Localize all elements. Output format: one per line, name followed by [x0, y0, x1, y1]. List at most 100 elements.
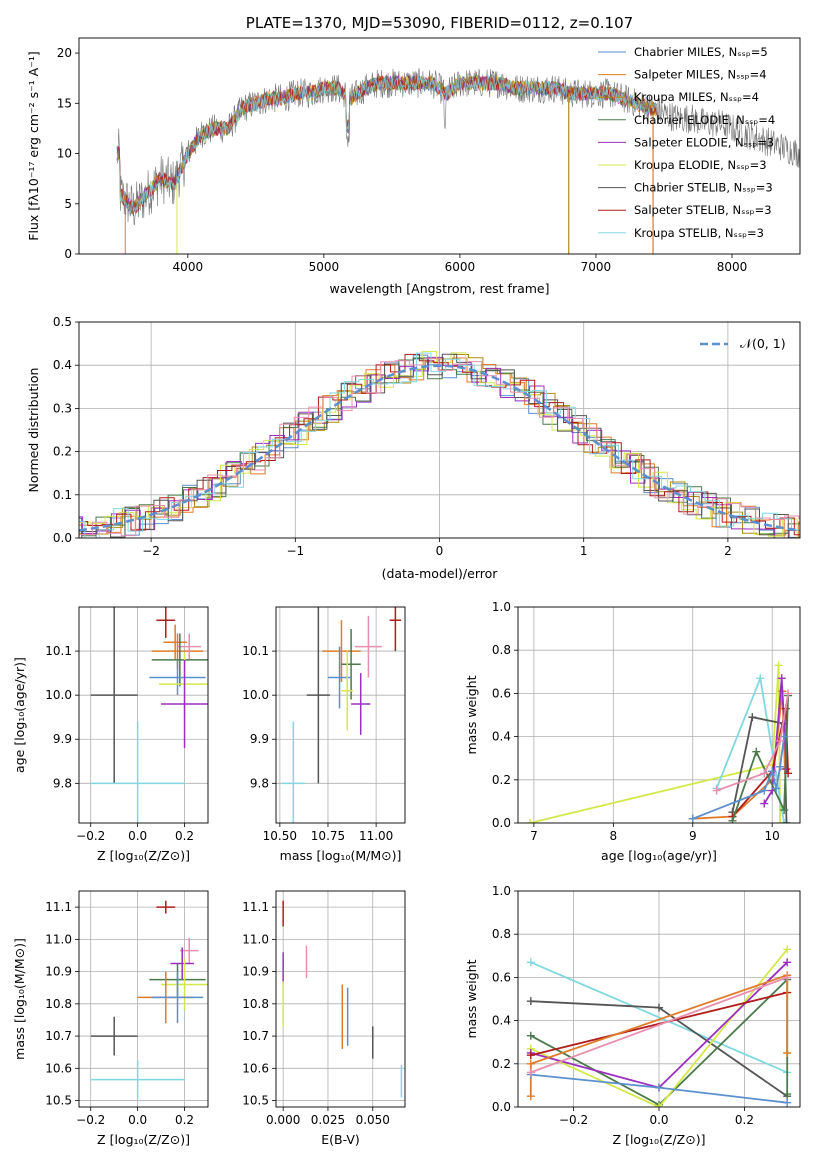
plot-area	[518, 891, 800, 1107]
x-tick-label: −1	[286, 544, 304, 558]
y-tick-label: 11.0	[45, 932, 72, 946]
x-tick-label: 10.75	[311, 829, 345, 843]
y-tick-label: 9.8	[250, 776, 269, 790]
weight-marker	[655, 1103, 663, 1107]
legend-entry: Salpeter STELIB, Nₛₛₚ=3	[634, 203, 772, 217]
y-tick-label: 0.2	[492, 773, 511, 787]
weight-marker	[777, 674, 786, 683]
chart-age_vs_mass: 10.50 10.75 11.00 9.8 9.9 10.0 10.1 mass [log₁₀…	[242, 606, 406, 863]
y-tick-label: 0.2	[53, 445, 72, 459]
weight-marker	[526, 958, 535, 967]
residual-hist-salpeter_stelib	[79, 353, 800, 536]
y-tick-label: 10.5	[45, 1094, 72, 1108]
x-tick-label: 2	[724, 544, 732, 558]
y-tick-label: 11.1	[242, 900, 269, 914]
y-axis-label: age [log₁₀(age/yr)]	[12, 657, 27, 773]
chart-mass_vs_ebv: 0.000 0.025 0.050 10.5 10.6 10.7 10.8 10.9 11.0 1…	[242, 890, 406, 1147]
y-axis-label: mass weight	[464, 959, 479, 1038]
x-tick-label: 10.50	[263, 829, 297, 843]
weight-marker	[783, 973, 792, 982]
y-tick-label: 0.6	[492, 686, 511, 700]
legend-entry: Kroupa MILES, Nₛₛₚ=4	[634, 90, 759, 104]
weight-marker	[776, 736, 785, 745]
weight-marker	[782, 819, 791, 823]
x-tick-label: 0	[436, 544, 444, 558]
weight-line-kroupa_stelib	[530, 961, 788, 1074]
x-tick-label: 9	[689, 829, 697, 843]
weight-marker	[783, 958, 792, 967]
y-tick-label: 10.1	[45, 644, 72, 658]
y-axis-label: Flux [fλ10⁻¹⁷ erg cm⁻² s⁻¹ A⁻¹]	[26, 51, 41, 240]
weight-marker	[774, 661, 783, 670]
x-axis-label: Z [log₁₀(Z/Z⊙)]	[613, 1132, 706, 1147]
y-tick-label: 0.0	[53, 531, 72, 545]
weight-marker	[780, 806, 789, 815]
weight-marker	[526, 1031, 535, 1040]
legend-entry: Chabrier STELIB, Nₛₛₚ=3	[634, 181, 773, 195]
plot-area	[518, 607, 800, 823]
y-tick-label: 11.1	[45, 900, 72, 914]
x-tick-label: 0.2	[175, 829, 194, 843]
y-tick-label: 0	[64, 247, 72, 261]
y-tick-label: 0.0	[492, 1100, 511, 1114]
y-tick-label: 0.5	[53, 315, 72, 329]
weight-marker	[712, 786, 721, 795]
weight-marker	[752, 747, 761, 756]
y-tick-label: 5	[64, 197, 72, 211]
chart-mass_vs_Z: −0.2 0.0 0.2 10.5 10.6 10.7 10.8 10.9 11.0 11.1 Z …	[12, 890, 209, 1147]
y-tick-label: 9.9	[53, 732, 72, 746]
legend-entry: Chabrier ELODIE, Nₛₛₚ=4	[634, 113, 775, 127]
y-tick-label: 10.0	[242, 688, 269, 702]
weight-marker	[780, 819, 789, 823]
axes-frame	[78, 890, 209, 1108]
y-tick-label: 0.4	[492, 1014, 511, 1028]
y-tick-label: 10.8	[45, 997, 72, 1011]
weight-marker	[526, 1092, 535, 1101]
x-tick-label: 0.2	[735, 1113, 754, 1127]
y-tick-label: 0.6	[492, 970, 511, 984]
weight-marker	[776, 762, 785, 771]
weight-marker	[756, 674, 765, 683]
y-tick-label: 10	[57, 147, 72, 161]
plot-area	[276, 891, 405, 1107]
y-tick-label: 10.6	[242, 1061, 269, 1075]
x-tick-label: 4000	[173, 260, 204, 274]
weight-line-chabrier_miles	[692, 736, 785, 820]
legend-entry: Kroupa ELODIE, Nₛₛₚ=3	[634, 158, 767, 172]
y-tick-label: 9.9	[250, 732, 269, 746]
weight-marker	[783, 1049, 792, 1057]
x-tick-label: 7000	[581, 260, 612, 274]
y-tick-label: 0.4	[53, 358, 72, 372]
y-axis-label: mass weight	[464, 675, 479, 754]
x-axis-label: (data-model)/error	[382, 566, 499, 581]
x-tick-label: 8	[610, 829, 618, 843]
y-tick-label: 0.2	[492, 1057, 511, 1071]
y-tick-label: 10.0	[45, 688, 72, 702]
weight-marker	[728, 816, 737, 823]
x-axis-label: mass [log₁₀(M/M⊙)]	[280, 848, 402, 863]
x-tick-label: −0.2	[559, 1113, 588, 1127]
axes-frame	[517, 890, 801, 1108]
plot-area	[116, 68, 800, 254]
y-tick-label: 10.9	[242, 965, 269, 979]
axes-frame	[275, 890, 406, 1108]
chart-weight_vs_Z: −0.2 0.0 0.2 0.0 0.2 0.4 0.6 0.8 1.0 Z [log₁₀(Z/Z…	[464, 884, 801, 1147]
axes-frame	[78, 606, 209, 824]
chart-weight_vs_age: 7 8 9 10 0.0 0.2 0.4 0.6 0.8 1.0 age [log₁₀(age/yr…	[464, 600, 801, 863]
chart-title: PLATE=1370, MJD=53090, FIBERID=0112, z=0…	[246, 14, 633, 32]
residual-hist-chabrier_elodie	[79, 357, 800, 537]
axes-frame	[78, 37, 801, 255]
x-tick-label: 0.000	[266, 1113, 300, 1127]
x-tick-label: −2	[142, 544, 160, 558]
weight-line-kroupa_elodie	[530, 948, 788, 1107]
y-tick-label: 20	[57, 46, 72, 60]
y-tick-label: 1.0	[492, 600, 511, 614]
weight-marker	[760, 786, 769, 795]
weight-marker	[526, 1059, 535, 1068]
chart-age_vs_Z: −0.2 0.0 0.2 9.8 9.9 10.0 10.1 Z [log₁₀(Z/Z⊙)] a…	[12, 606, 209, 863]
x-tick-label: 6000	[445, 260, 476, 274]
x-tick-label: 0.0	[128, 1113, 147, 1127]
plot-area	[79, 322, 800, 538]
weight-line-salpeter_miles	[692, 691, 786, 820]
